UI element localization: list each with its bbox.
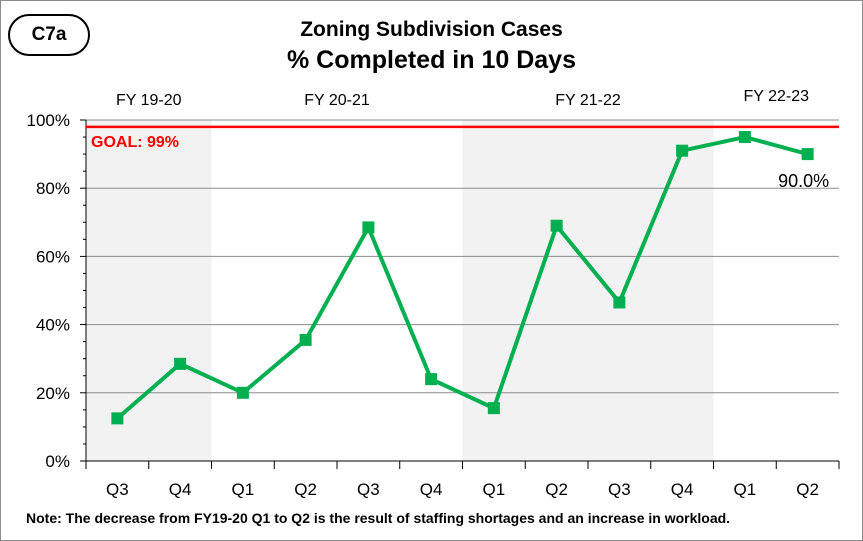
data-point bbox=[613, 296, 626, 309]
x-tick-label: Q4 bbox=[420, 480, 443, 499]
fiscal-year-label: FY 20-21 bbox=[304, 92, 370, 109]
fy-shading-2 bbox=[462, 120, 714, 461]
x-tick-label: Q3 bbox=[357, 480, 380, 499]
x-tick-label: Q1 bbox=[734, 480, 757, 499]
data-point bbox=[550, 219, 563, 232]
fiscal-year-label: FY 19-20 bbox=[116, 92, 182, 109]
data-point bbox=[487, 402, 500, 415]
chart-note: Note: The decrease from FY19-20 Q1 to Q2… bbox=[26, 510, 731, 526]
data-point bbox=[236, 386, 249, 399]
x-tick-label: Q4 bbox=[169, 480, 192, 499]
data-point bbox=[801, 148, 814, 161]
x-tick-label: Q2 bbox=[545, 480, 568, 499]
chart-subtitle: % Completed in 10 Days bbox=[287, 46, 576, 74]
x-tick-label: Q3 bbox=[106, 480, 129, 499]
x-tick-label: Q2 bbox=[796, 480, 819, 499]
x-tick-label: Q1 bbox=[232, 480, 255, 499]
y-tick-label: 60% bbox=[36, 247, 70, 266]
x-tick-label: Q2 bbox=[294, 480, 317, 499]
fy-shading-0 bbox=[86, 120, 212, 461]
data-point bbox=[362, 221, 375, 234]
chart-id-badge: C7a bbox=[8, 14, 90, 56]
last-point-label: 90.0% bbox=[778, 171, 829, 191]
fiscal-year-label: FY 21-22 bbox=[555, 92, 621, 109]
series-line bbox=[116, 135, 809, 420]
x-tick-label: Q1 bbox=[483, 480, 506, 499]
chart-title: Zoning Subdivision Cases bbox=[300, 18, 563, 41]
goal-label: GOAL: 99% bbox=[91, 134, 179, 151]
y-tick-label: 80% bbox=[36, 179, 70, 198]
data-point bbox=[299, 333, 312, 346]
data-point bbox=[174, 357, 187, 370]
y-tick-label: 40% bbox=[36, 316, 70, 335]
data-point bbox=[738, 131, 751, 144]
fiscal-year-label: FY 22-23 bbox=[743, 88, 809, 105]
y-tick-label: 20% bbox=[36, 384, 70, 403]
x-tick-label: Q4 bbox=[671, 480, 694, 499]
y-tick-label: 100% bbox=[27, 111, 70, 130]
data-point bbox=[676, 144, 689, 157]
data-point bbox=[425, 373, 438, 386]
y-tick-label: 0% bbox=[45, 452, 70, 471]
data-point bbox=[111, 412, 124, 425]
x-tick-label: Q3 bbox=[608, 480, 631, 499]
